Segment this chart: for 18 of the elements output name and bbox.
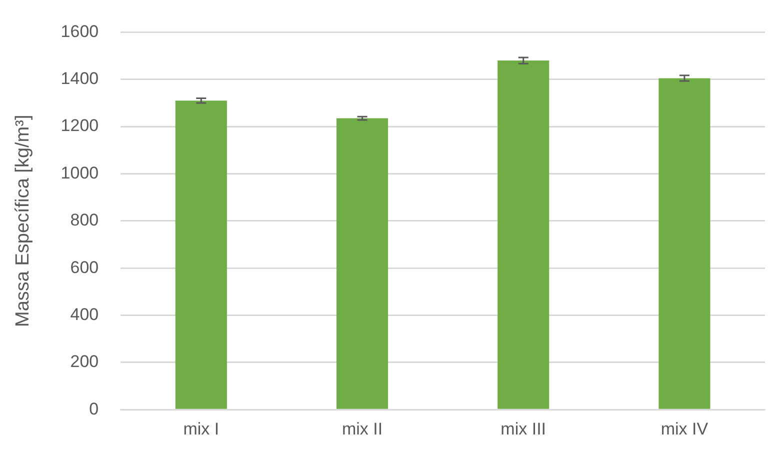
y-tick-label: 200 [70, 352, 99, 372]
bar [175, 100, 227, 409]
y-axis-title: Massa Específica [kg/m³] [12, 114, 34, 328]
y-tick-label: 1200 [60, 116, 99, 136]
y-tick-label: 1400 [60, 69, 99, 88]
x-tick-label: mix IV [660, 419, 709, 438]
y-tick-label: 800 [70, 210, 99, 230]
y-tick-label: 600 [70, 258, 99, 277]
y-tick-label: 400 [70, 304, 99, 324]
x-tick-label: mix II [342, 419, 383, 438]
bar [498, 60, 550, 409]
bar [658, 78, 710, 409]
x-tick-label: mix III [500, 419, 546, 438]
y-tick-label: 1600 [60, 22, 99, 41]
y-tick-label: 1000 [60, 163, 99, 182]
bar [336, 118, 388, 409]
x-tick-label: mix I [183, 419, 220, 438]
y-tick-label: 0 [89, 399, 99, 418]
